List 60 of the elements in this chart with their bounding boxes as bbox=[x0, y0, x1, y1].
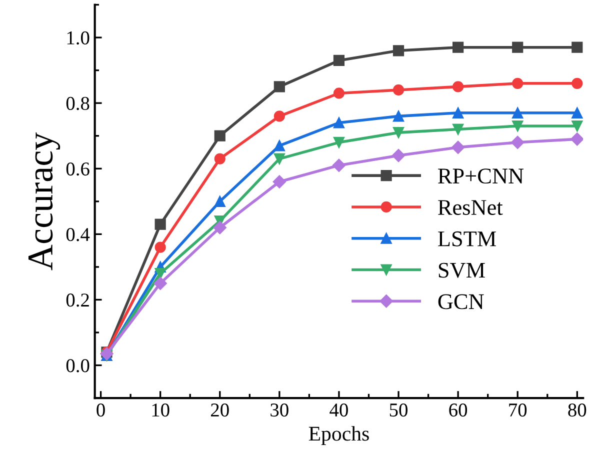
x-axis-title: Epochs bbox=[308, 426, 369, 445]
y-tick-label: 0.4 bbox=[66, 228, 90, 242]
point bbox=[274, 110, 285, 122]
point bbox=[572, 107, 583, 118]
y-tick-label: 1.0 bbox=[67, 31, 90, 45]
x-tick-label: 0 bbox=[96, 403, 105, 417]
point bbox=[572, 78, 583, 89]
point bbox=[392, 127, 404, 138]
point bbox=[154, 218, 166, 230]
x-tick-label: 20 bbox=[211, 403, 229, 417]
point bbox=[214, 196, 226, 207]
point bbox=[511, 136, 524, 149]
point bbox=[512, 120, 524, 132]
legend-label: GCN bbox=[438, 294, 484, 310]
point bbox=[214, 130, 226, 142]
x-tick-label: 40 bbox=[330, 403, 348, 417]
x-tick-label: 70 bbox=[509, 403, 527, 417]
x-tick-label: 80 bbox=[568, 403, 586, 417]
point bbox=[332, 158, 346, 172]
point bbox=[274, 81, 285, 92]
point bbox=[333, 117, 345, 128]
y-tick-label: 0.0 bbox=[66, 359, 90, 372]
point bbox=[392, 148, 406, 162]
legend-label: SVM bbox=[438, 262, 485, 278]
point bbox=[452, 42, 464, 53]
point bbox=[392, 110, 404, 122]
y-tick-label: 0.8 bbox=[66, 96, 90, 110]
x-tick-label: 30 bbox=[270, 403, 288, 417]
point bbox=[572, 120, 583, 132]
legend-label: LSTM bbox=[438, 231, 496, 246]
y-tick-label: 0.6 bbox=[66, 162, 90, 176]
x-tick-label: 10 bbox=[152, 403, 170, 417]
point bbox=[333, 54, 345, 66]
point bbox=[572, 42, 583, 53]
point bbox=[154, 268, 166, 280]
point bbox=[274, 140, 285, 152]
legend-label: RP+CNN bbox=[438, 168, 524, 184]
point bbox=[452, 107, 464, 118]
point bbox=[512, 42, 524, 53]
point bbox=[452, 124, 464, 135]
x-tick-label: 60 bbox=[449, 403, 468, 417]
point bbox=[333, 88, 345, 99]
point bbox=[214, 153, 226, 164]
point bbox=[213, 221, 226, 234]
point bbox=[274, 153, 285, 164]
legend-label: ResNet bbox=[438, 200, 503, 215]
point bbox=[333, 136, 345, 148]
y-axis-title: Accuracy bbox=[28, 132, 60, 270]
point bbox=[154, 276, 167, 290]
point bbox=[392, 84, 404, 96]
point bbox=[512, 78, 524, 89]
x-tick-label: 50 bbox=[390, 403, 408, 417]
y-tick-label: 0.2 bbox=[66, 294, 89, 307]
point bbox=[451, 140, 465, 154]
point bbox=[570, 132, 584, 146]
point bbox=[512, 107, 524, 118]
point bbox=[272, 175, 286, 188]
point bbox=[452, 81, 464, 92]
point bbox=[154, 242, 166, 253]
point bbox=[392, 45, 404, 56]
